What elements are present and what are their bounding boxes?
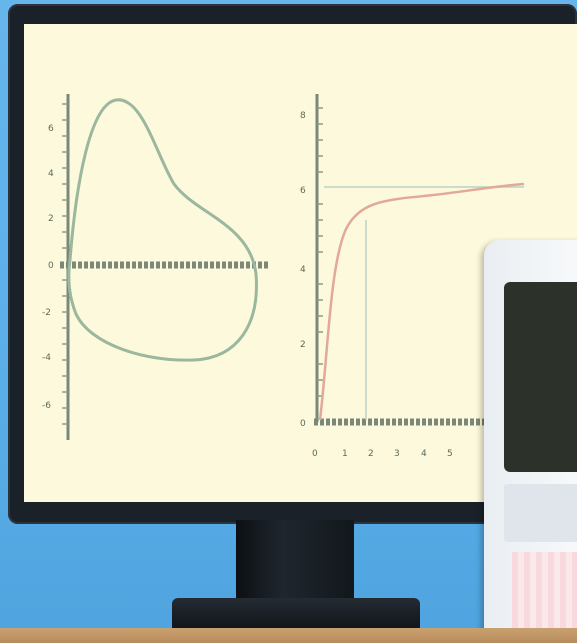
left-y-tick: -4 — [42, 353, 51, 363]
response-curve — [318, 182, 525, 421]
right-x-tick: 2 — [368, 449, 374, 459]
plots-svg: 6 4 2 0 -2 -4 -6 — [42, 94, 577, 459]
bedside-monitor-device — [484, 240, 577, 643]
device-display — [504, 282, 577, 472]
left-y-tick: 4 — [48, 169, 54, 179]
monitor-stand-neck — [236, 520, 354, 602]
left-y-tick: -6 — [42, 401, 51, 411]
left-y-tick: 2 — [48, 214, 54, 224]
right-y-tick: 6 — [300, 186, 306, 196]
right-y-tick: 4 — [300, 265, 306, 275]
right-y-tick: 0 — [300, 419, 306, 429]
left-loop-curve — [67, 98, 258, 362]
left-y-tick: -2 — [42, 308, 51, 318]
device-control-panel — [504, 484, 577, 542]
device-printout-strip — [512, 552, 577, 642]
left-plot: 6 4 2 0 -2 -4 -6 — [42, 94, 268, 440]
right-x-tick: 0 — [312, 449, 318, 459]
right-x-tick: 4 — [421, 449, 427, 459]
left-y-minor-ticks — [62, 103, 68, 425]
right-y-tick: 8 — [300, 111, 306, 121]
left-y-tick: 6 — [48, 124, 54, 134]
right-y-tick: 2 — [300, 340, 306, 350]
right-x-tick: 3 — [394, 449, 400, 459]
monitor-stand-base — [172, 598, 420, 632]
right-x-tick: 1 — [342, 449, 348, 459]
right-x-tick: 5 — [447, 449, 453, 459]
left-y-tick: 0 — [48, 261, 54, 271]
desk-surface — [0, 628, 577, 643]
